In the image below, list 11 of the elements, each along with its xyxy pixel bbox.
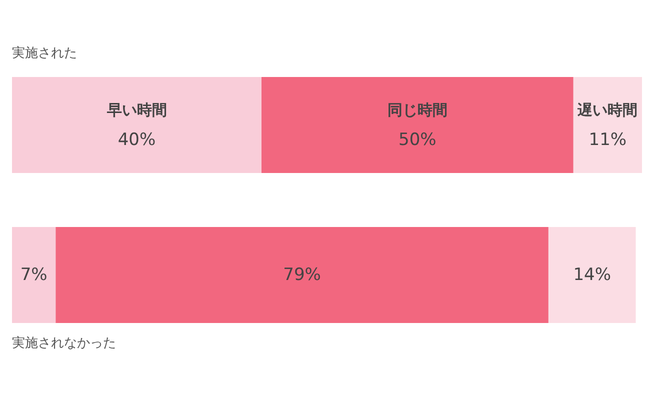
series-label: 同じ時間: [387, 101, 448, 119]
y-tick-label: 実施されなかった: [12, 335, 116, 351]
data-label: 11%: [588, 130, 627, 150]
data-label: 79%: [283, 265, 321, 285]
series-label: 遅い時間: [576, 101, 638, 119]
y-tick-label: 実施された: [12, 45, 77, 61]
data-label: 40%: [118, 130, 156, 150]
series-label: 早い時間: [106, 101, 167, 119]
data-label: 7%: [20, 265, 48, 285]
data-label: 50%: [398, 130, 436, 150]
data-label: 14%: [573, 265, 611, 285]
